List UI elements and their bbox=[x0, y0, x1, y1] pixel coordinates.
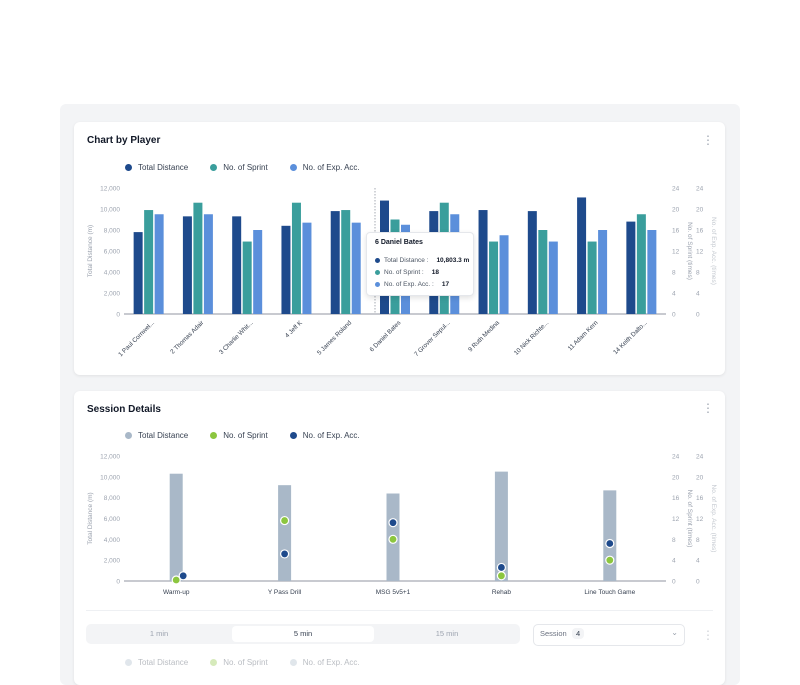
legend-dot bbox=[210, 432, 218, 439]
legend-label: No. of Exp. Acc. bbox=[302, 163, 360, 172]
legend-label: No. of Exp. Acc. bbox=[302, 658, 360, 667]
tooltip-title: 6 Daniel Bates bbox=[375, 239, 423, 246]
tooltip-label: No. of Sprint : bbox=[384, 269, 424, 276]
select-label: Session bbox=[540, 629, 567, 638]
legend-dot bbox=[289, 164, 297, 171]
kebab-menu-icon[interactable]: ⋮ bbox=[702, 628, 714, 642]
tooltip-row: No. of Sprint : 18 bbox=[375, 269, 439, 276]
legend-dot bbox=[210, 164, 218, 171]
select-count-badge: 4 bbox=[572, 628, 585, 639]
legend-label: Total Distance bbox=[138, 658, 189, 667]
legend-item-total-distance[interactable]: Total Distance bbox=[125, 163, 188, 172]
legend-dot bbox=[289, 432, 297, 439]
tab-1-min[interactable]: 1 min bbox=[149, 629, 169, 638]
legend: Total Distance No. of Sprint No. of Exp.… bbox=[125, 163, 360, 172]
legend-item-sprint[interactable]: No. of Sprint bbox=[210, 431, 268, 440]
legend: Total Distance No. of Sprint No. of Exp.… bbox=[125, 431, 360, 440]
chevron-down-icon: ⌄ bbox=[671, 628, 678, 637]
tooltip-label: Total Distance : bbox=[384, 257, 429, 264]
interval-tabs: 1 min 5 min 15 min bbox=[86, 624, 520, 644]
legend-dot bbox=[289, 659, 297, 666]
legend-dot bbox=[210, 659, 218, 666]
chart-title: Chart by Player bbox=[87, 135, 161, 146]
tooltip-row: Total Distance : 10,803.3 m bbox=[375, 257, 469, 264]
tooltip-row: No. of Exp. Acc. : 17 bbox=[375, 281, 449, 288]
tooltip-value: 17 bbox=[441, 281, 450, 288]
kebab-menu-icon[interactable]: ⋮ bbox=[702, 401, 714, 415]
legend-dot bbox=[125, 164, 132, 171]
legend-dot bbox=[125, 432, 132, 439]
legend-item-sprint[interactable]: No. of Sprint bbox=[210, 163, 268, 172]
legend-item-exp-acc[interactable]: No. of Exp. Acc. bbox=[289, 658, 360, 667]
chart-title: Session Details bbox=[87, 404, 161, 415]
legend-item-exp-acc[interactable]: No. of Exp. Acc. bbox=[289, 431, 360, 440]
tooltip-dot bbox=[375, 270, 380, 275]
legend-label: Total Distance bbox=[138, 163, 189, 172]
legend-label: Total Distance bbox=[138, 431, 189, 440]
legend-label: No. of Sprint bbox=[223, 163, 268, 172]
session-select[interactable]: Session 4 ⌄ bbox=[533, 624, 685, 646]
legend-label: No. of Sprint bbox=[223, 658, 268, 667]
tooltip-dot bbox=[375, 258, 380, 263]
tooltip-value: 18 bbox=[431, 269, 439, 276]
legend-dot bbox=[125, 659, 132, 666]
legend-item-total-distance[interactable]: Total Distance bbox=[125, 658, 188, 667]
chart-tooltip: 6 Daniel Bates Total Distance : 10,803.3 … bbox=[366, 232, 474, 296]
tab-5-min[interactable]: 5 min bbox=[232, 626, 374, 642]
tooltip-dot bbox=[375, 282, 380, 287]
tooltip-label: No. of Exp. Acc. : bbox=[384, 281, 434, 288]
divider bbox=[86, 610, 713, 611]
legend-item-exp-acc[interactable]: No. of Exp. Acc. bbox=[289, 163, 360, 172]
kebab-menu-icon[interactable]: ⋮ bbox=[702, 133, 714, 147]
tab-15-min[interactable]: 15 min bbox=[435, 629, 459, 638]
bottom-legend: Total Distance No. of Sprint No. of Exp.… bbox=[125, 658, 360, 667]
legend-item-total-distance[interactable]: Total Distance bbox=[125, 431, 188, 440]
legend-item-sprint[interactable]: No. of Sprint bbox=[210, 658, 268, 667]
legend-label: No. of Sprint bbox=[223, 431, 268, 440]
legend-label: No. of Exp. Acc. bbox=[302, 431, 360, 440]
tooltip-value: 10,803.3 m bbox=[436, 257, 470, 264]
